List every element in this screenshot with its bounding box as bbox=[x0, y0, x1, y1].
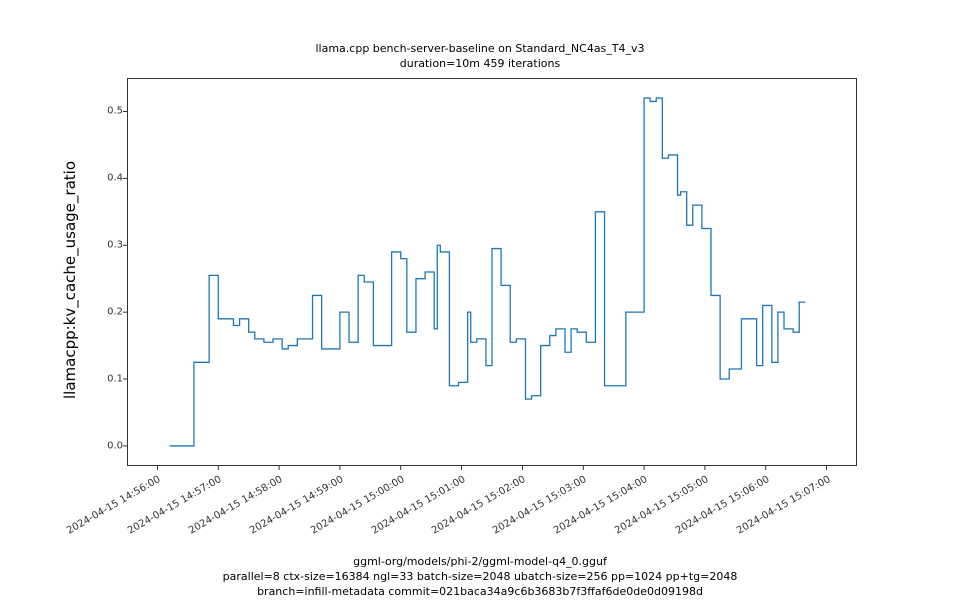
footer-line-3: branch=infill-metadata commit=021baca34a… bbox=[0, 585, 960, 600]
title-line-1: llama.cpp bench-server-baseline on Stand… bbox=[0, 42, 960, 57]
y-tick-label: 0.3 bbox=[95, 240, 123, 251]
y-axis-label: llamacpp:kv_cache_usage_ratio bbox=[61, 161, 79, 399]
figure-footer: ggml-org/models/phi-2/ggml-model-q4_0.gg… bbox=[0, 555, 960, 600]
y-tick-label: 0.2 bbox=[95, 307, 123, 318]
plot-svg bbox=[127, 78, 857, 466]
y-tick-label: 0.4 bbox=[95, 173, 123, 184]
footer-line-2: parallel=8 ctx-size=16384 ngl=33 batch-s… bbox=[0, 570, 960, 585]
y-tick-labels: 0.0 0.1 0.2 0.3 0.4 0.5 bbox=[95, 78, 123, 466]
y-tick-label: 0.0 bbox=[95, 440, 123, 451]
title-line-2: duration=10m 459 iterations bbox=[0, 57, 960, 72]
x-tick-label: 2024-04-15 14:56:00 bbox=[65, 474, 162, 537]
y-tick-label: 0.5 bbox=[95, 106, 123, 117]
plot-area: 0.00.10.20.30.40.5 2024-04-15 14:56:0020… bbox=[127, 78, 857, 466]
y-tick-label: 0.1 bbox=[95, 374, 123, 385]
figure: llama.cpp bench-server-baseline on Stand… bbox=[0, 0, 960, 600]
figure-title: llama.cpp bench-server-baseline on Stand… bbox=[0, 42, 960, 72]
footer-line-1: ggml-org/models/phi-2/ggml-model-q4_0.gg… bbox=[0, 555, 960, 570]
